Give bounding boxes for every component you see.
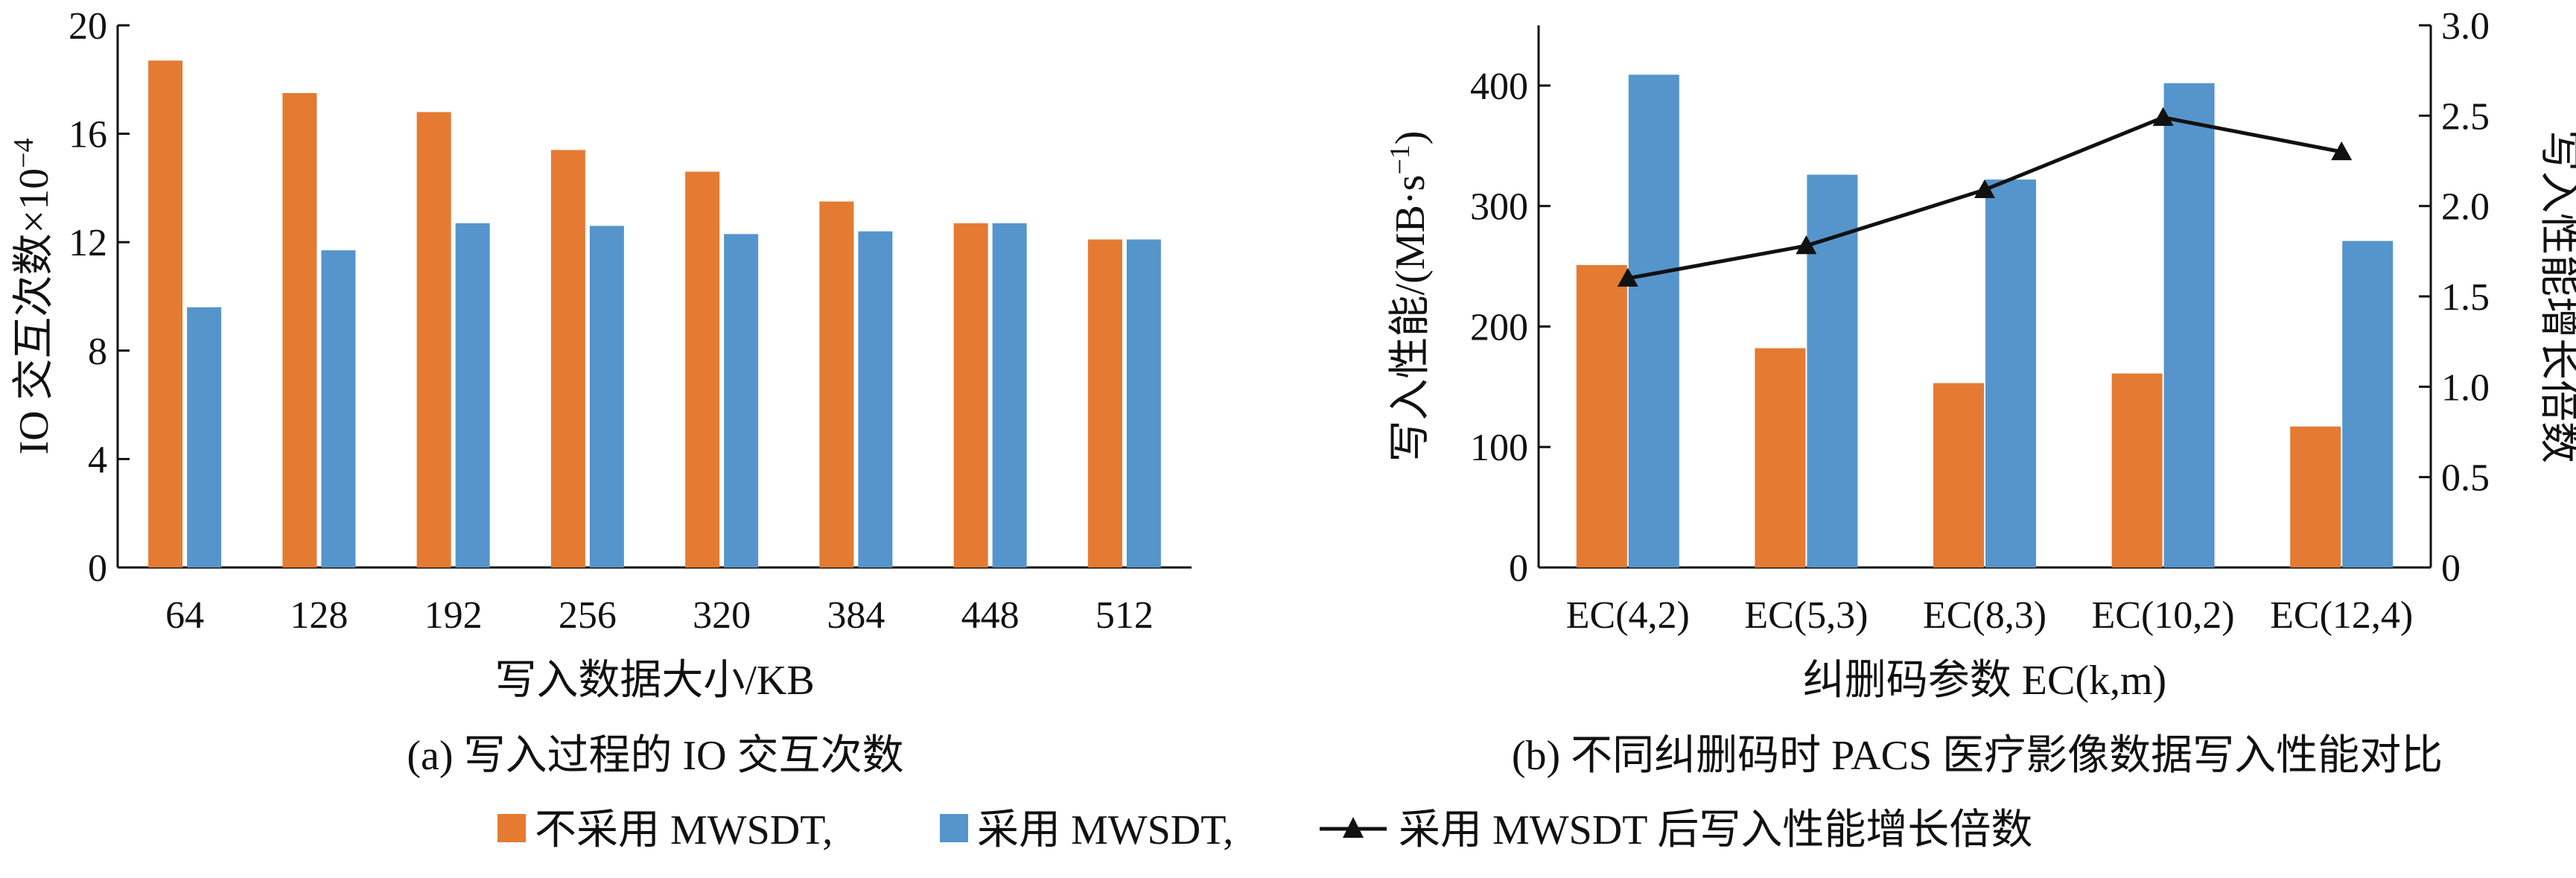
bar-mwsdt [187, 307, 222, 567]
panel-a-caption: (a) 写入过程的 IO 交互次数 [407, 733, 903, 779]
growth-point [1796, 235, 1817, 255]
y2-tick-label: 0.5 [2441, 457, 2490, 500]
y-tick-label: 0 [88, 547, 107, 590]
bar-mwsdt [1807, 174, 1858, 568]
growth-point [2331, 141, 2353, 161]
legend-swatch-no-mwsdt [497, 814, 526, 842]
y-axis-title: 写入性能/(MB·s−1) [1384, 131, 1434, 462]
growth-point [1974, 179, 1995, 199]
x-tick-label: EC(4,2) [1566, 594, 1690, 637]
legend-label-mwsdt: 采用 MWSDT, [977, 807, 1233, 853]
bar-no-mwsdt [1087, 239, 1122, 567]
bar-no-mwsdt [819, 201, 854, 567]
x-tick-label: 192 [424, 594, 483, 637]
bar-mwsdt [724, 234, 759, 567]
y-tick-label: 400 [1470, 66, 1528, 108]
bar-no-mwsdt [282, 93, 317, 567]
y-tick-label: 8 [88, 331, 107, 373]
y-tick-label: 200 [1470, 306, 1528, 349]
y2-tick-label: 2.0 [2441, 186, 2490, 229]
y2-tick-label: 0 [2441, 547, 2461, 590]
x-axis-title: 纠删码参数 EC(k,m) [1803, 658, 2166, 704]
y-axis-title: IO 交互次数×10−4 [8, 138, 57, 454]
bar-no-mwsdt [416, 112, 451, 568]
y2-tick-label: 2.5 [2441, 95, 2490, 138]
x-tick-label: 384 [827, 594, 885, 637]
bar-mwsdt [321, 250, 356, 567]
x-tick-label: 128 [290, 594, 348, 637]
x-tick-label: 320 [693, 594, 751, 637]
bar-no-mwsdt [148, 60, 183, 567]
panel-b-write-performance: 0 100 200 300 400 0 0.5 1.0 1.5 2.0 2.5 3.0 EC(4,2) E… [1384, 5, 2576, 779]
bar-no-mwsdt [1755, 348, 1806, 567]
y-tick-label: 12 [69, 222, 107, 264]
y-tick-label: 300 [1470, 186, 1528, 229]
y-tick-label: 0 [1509, 547, 1528, 590]
x-axis-title: 写入数据大小/KB [494, 658, 814, 704]
bar-mwsdt [455, 223, 490, 567]
panel-a-io-interactions: 0 4 8 12 16 20 64 128 192 256 320 384 448 512 写入数据大小/K… [8, 5, 1192, 779]
x-tick-label: EC(12,4) [2270, 594, 2413, 637]
bar-mwsdt [2342, 241, 2394, 567]
y-tick-label: 16 [69, 114, 107, 156]
bar-mwsdt [992, 223, 1027, 567]
bar-mwsdt [589, 226, 624, 567]
legend-label-no-mwsdt: 不采用 MWSDT, [535, 807, 833, 853]
x-tick-label: EC(10,2) [2092, 594, 2235, 637]
legend-label-growth: 采用 MWSDT 后写入性能增长倍数 [1399, 807, 2032, 853]
bar-no-mwsdt [1576, 264, 1627, 567]
bar-no-mwsdt [2111, 373, 2163, 567]
y2-tick-label: 3.0 [2441, 5, 2490, 48]
bar-mwsdt [858, 231, 893, 567]
legend-swatch-mwsdt [940, 814, 968, 842]
x-tick-label: 448 [961, 594, 1020, 637]
bar-mwsdt [2163, 83, 2215, 568]
legend: 不采用 MWSDT, 采用 MWSDT, 采用 MWSDT 后写入性能增长倍数 [497, 807, 2032, 853]
bar-mwsdt [1126, 239, 1161, 567]
panel-b-caption: (b) 不同纠删码时 PACS 医疗影像数据写入性能对比 [1512, 733, 2443, 779]
x-tick-label: 256 [559, 594, 617, 637]
y2-tick-label: 1.5 [2441, 276, 2490, 319]
bar-mwsdt [1628, 74, 1679, 568]
bar-no-mwsdt [953, 223, 988, 567]
x-tick-label: 512 [1095, 594, 1154, 637]
bar-mwsdt [1985, 179, 2036, 567]
x-tick-label: EC(5,3) [1744, 594, 1868, 637]
bar-no-mwsdt [1933, 383, 1984, 567]
bar-no-mwsdt [550, 150, 585, 567]
y2-axis-title: 写入性能增长倍数 [2536, 130, 2576, 463]
x-tick-label: EC(8,3) [1923, 594, 2047, 637]
growth-point [2152, 106, 2174, 126]
y2-tick-label: 1.0 [2441, 366, 2490, 409]
bar-no-mwsdt [685, 171, 720, 567]
y-tick-label: 100 [1470, 427, 1528, 469]
y-tick-label: 20 [69, 5, 107, 48]
growth-point [1617, 267, 1638, 287]
legend-marker-triangle [1343, 817, 1364, 838]
x-tick-label: 64 [165, 594, 204, 637]
bar-no-mwsdt [2290, 426, 2341, 567]
y-tick-label: 4 [88, 439, 107, 481]
